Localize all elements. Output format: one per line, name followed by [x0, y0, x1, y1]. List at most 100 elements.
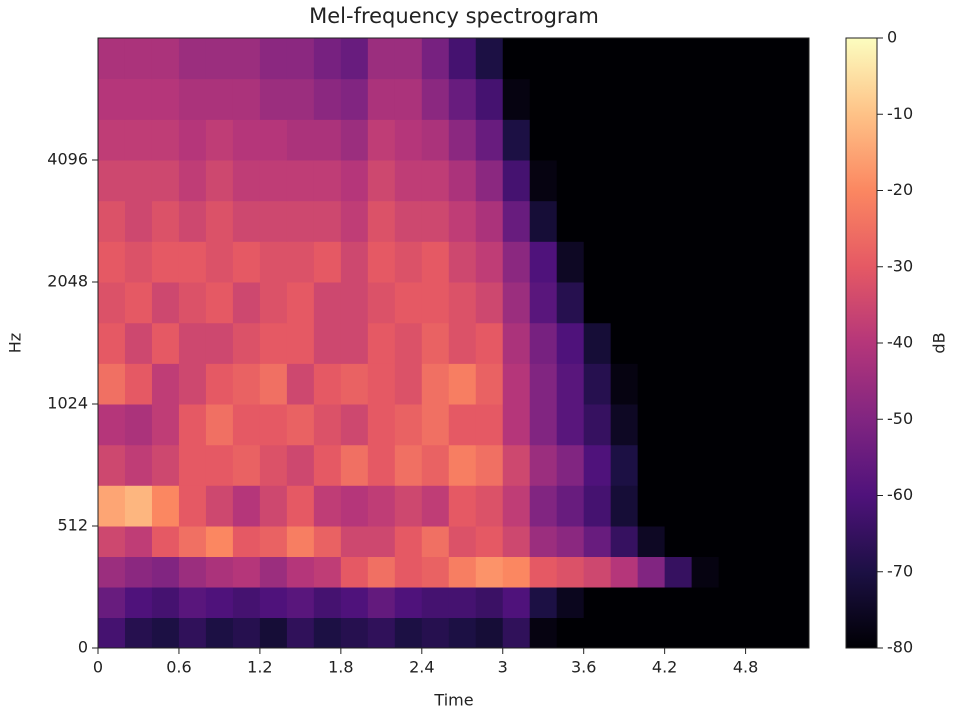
- heatmap-cell: [367, 526, 396, 557]
- heatmap-cell: [583, 444, 612, 486]
- heatmap-cell: [259, 363, 288, 405]
- heatmap-cell: [178, 241, 207, 283]
- heatmap-cell: [178, 485, 207, 527]
- heatmap-cell: [475, 282, 504, 324]
- heatmap-cell: [421, 119, 450, 161]
- heatmap-cell: [583, 322, 612, 364]
- heatmap-cell: [745, 38, 774, 80]
- heatmap-cell: [745, 241, 774, 283]
- heatmap-cell: [286, 404, 315, 446]
- heatmap-cell: [367, 322, 396, 364]
- heatmap-cell: [502, 556, 531, 588]
- heatmap-cell: [124, 556, 153, 588]
- heatmap-cell: [556, 587, 585, 618]
- heatmap-cell: [556, 526, 585, 557]
- colorbar-tick-label: 0: [887, 28, 897, 47]
- heatmap-cell: [637, 119, 666, 161]
- heatmap-cell: [556, 363, 585, 405]
- heatmap-cell: [664, 38, 693, 80]
- heatmap-cell: [664, 282, 693, 324]
- heatmap-cell: [259, 38, 288, 80]
- heatmap-cell: [98, 526, 126, 557]
- heatmap-cell: [286, 282, 315, 324]
- heatmap-cell: [718, 587, 747, 618]
- heatmap-cell: [691, 119, 720, 161]
- heatmap-cell: [367, 556, 396, 588]
- heatmap-cell: [556, 444, 585, 486]
- heatmap-cell: [98, 617, 126, 649]
- heatmap-cell: [502, 282, 531, 324]
- heatmap-cell: [232, 444, 261, 486]
- x-tick-label: 2.4: [409, 658, 434, 677]
- heatmap-cell: [664, 363, 693, 405]
- heatmap-cell: [313, 200, 342, 242]
- heatmap-cell: [637, 363, 666, 405]
- heatmap-cell: [718, 363, 747, 405]
- heatmap-cell: [610, 485, 639, 527]
- heatmap-cell: [151, 160, 180, 202]
- heatmap-cell: [502, 526, 531, 557]
- heatmap-cell: [340, 587, 369, 618]
- heatmap-cell: [475, 404, 504, 446]
- heatmap-cell: [529, 241, 558, 283]
- heatmap-cell: [205, 322, 234, 364]
- heatmap-cell: [475, 617, 504, 649]
- heatmap-cell: [313, 241, 342, 283]
- heatmap-cell: [610, 282, 639, 324]
- heatmap-cell: [124, 160, 153, 202]
- colorbar-tick-label: -60: [887, 485, 913, 504]
- heatmap-cell: [583, 200, 612, 242]
- heatmap-cell: [448, 38, 477, 80]
- heatmap-cell: [583, 363, 612, 405]
- heatmap-cell: [313, 119, 342, 161]
- heatmap-cell: [340, 200, 369, 242]
- heatmap-cell: [259, 160, 288, 202]
- heatmap-cell: [691, 241, 720, 283]
- heatmap-cell: [313, 617, 342, 649]
- heatmap-cell: [583, 587, 612, 618]
- heatmap-cell: [475, 363, 504, 405]
- heatmap-cell: [286, 587, 315, 618]
- heatmap-cell: [637, 526, 666, 557]
- heatmap-cell: [205, 526, 234, 557]
- heatmap-cell: [151, 556, 180, 588]
- heatmap-cell: [340, 363, 369, 405]
- heatmap-cell: [772, 38, 810, 80]
- heatmap-cell: [772, 78, 810, 120]
- heatmap-cell: [394, 322, 423, 364]
- heatmap-cell: [718, 322, 747, 364]
- heatmap-cell: [745, 444, 774, 486]
- heatmap-cell: [529, 617, 558, 649]
- heatmap-cell: [286, 363, 315, 405]
- heatmap-cell: [475, 556, 504, 588]
- heatmap-cell: [664, 404, 693, 446]
- heatmap-cell: [475, 322, 504, 364]
- heatmap-cell: [394, 526, 423, 557]
- heatmap-cell: [367, 444, 396, 486]
- heatmap-cell: [475, 526, 504, 557]
- heatmap-cell: [259, 119, 288, 161]
- heatmap-cell: [313, 363, 342, 405]
- heatmap-cell: [232, 200, 261, 242]
- heatmap-cell: [259, 78, 288, 120]
- heatmap-cell: [718, 526, 747, 557]
- heatmap-cell: [475, 119, 504, 161]
- heatmap-cell: [232, 526, 261, 557]
- heatmap-cell: [637, 38, 666, 80]
- heatmap-cell: [772, 241, 810, 283]
- heatmap-cell: [178, 160, 207, 202]
- heatmap-cell: [502, 587, 531, 618]
- heatmap-cell: [772, 485, 810, 527]
- heatmap-cell: [637, 617, 666, 649]
- heatmap-cell: [718, 282, 747, 324]
- heatmap-cell: [556, 404, 585, 446]
- heatmap-cell: [232, 322, 261, 364]
- heatmap-cell: [745, 485, 774, 527]
- heatmap-cell: [691, 404, 720, 446]
- heatmap-cell: [259, 617, 288, 649]
- heatmap-cell: [475, 444, 504, 486]
- heatmap-cell: [286, 322, 315, 364]
- heatmap-cell: [556, 200, 585, 242]
- heatmap-cell: [529, 556, 558, 588]
- heatmap-cell: [421, 556, 450, 588]
